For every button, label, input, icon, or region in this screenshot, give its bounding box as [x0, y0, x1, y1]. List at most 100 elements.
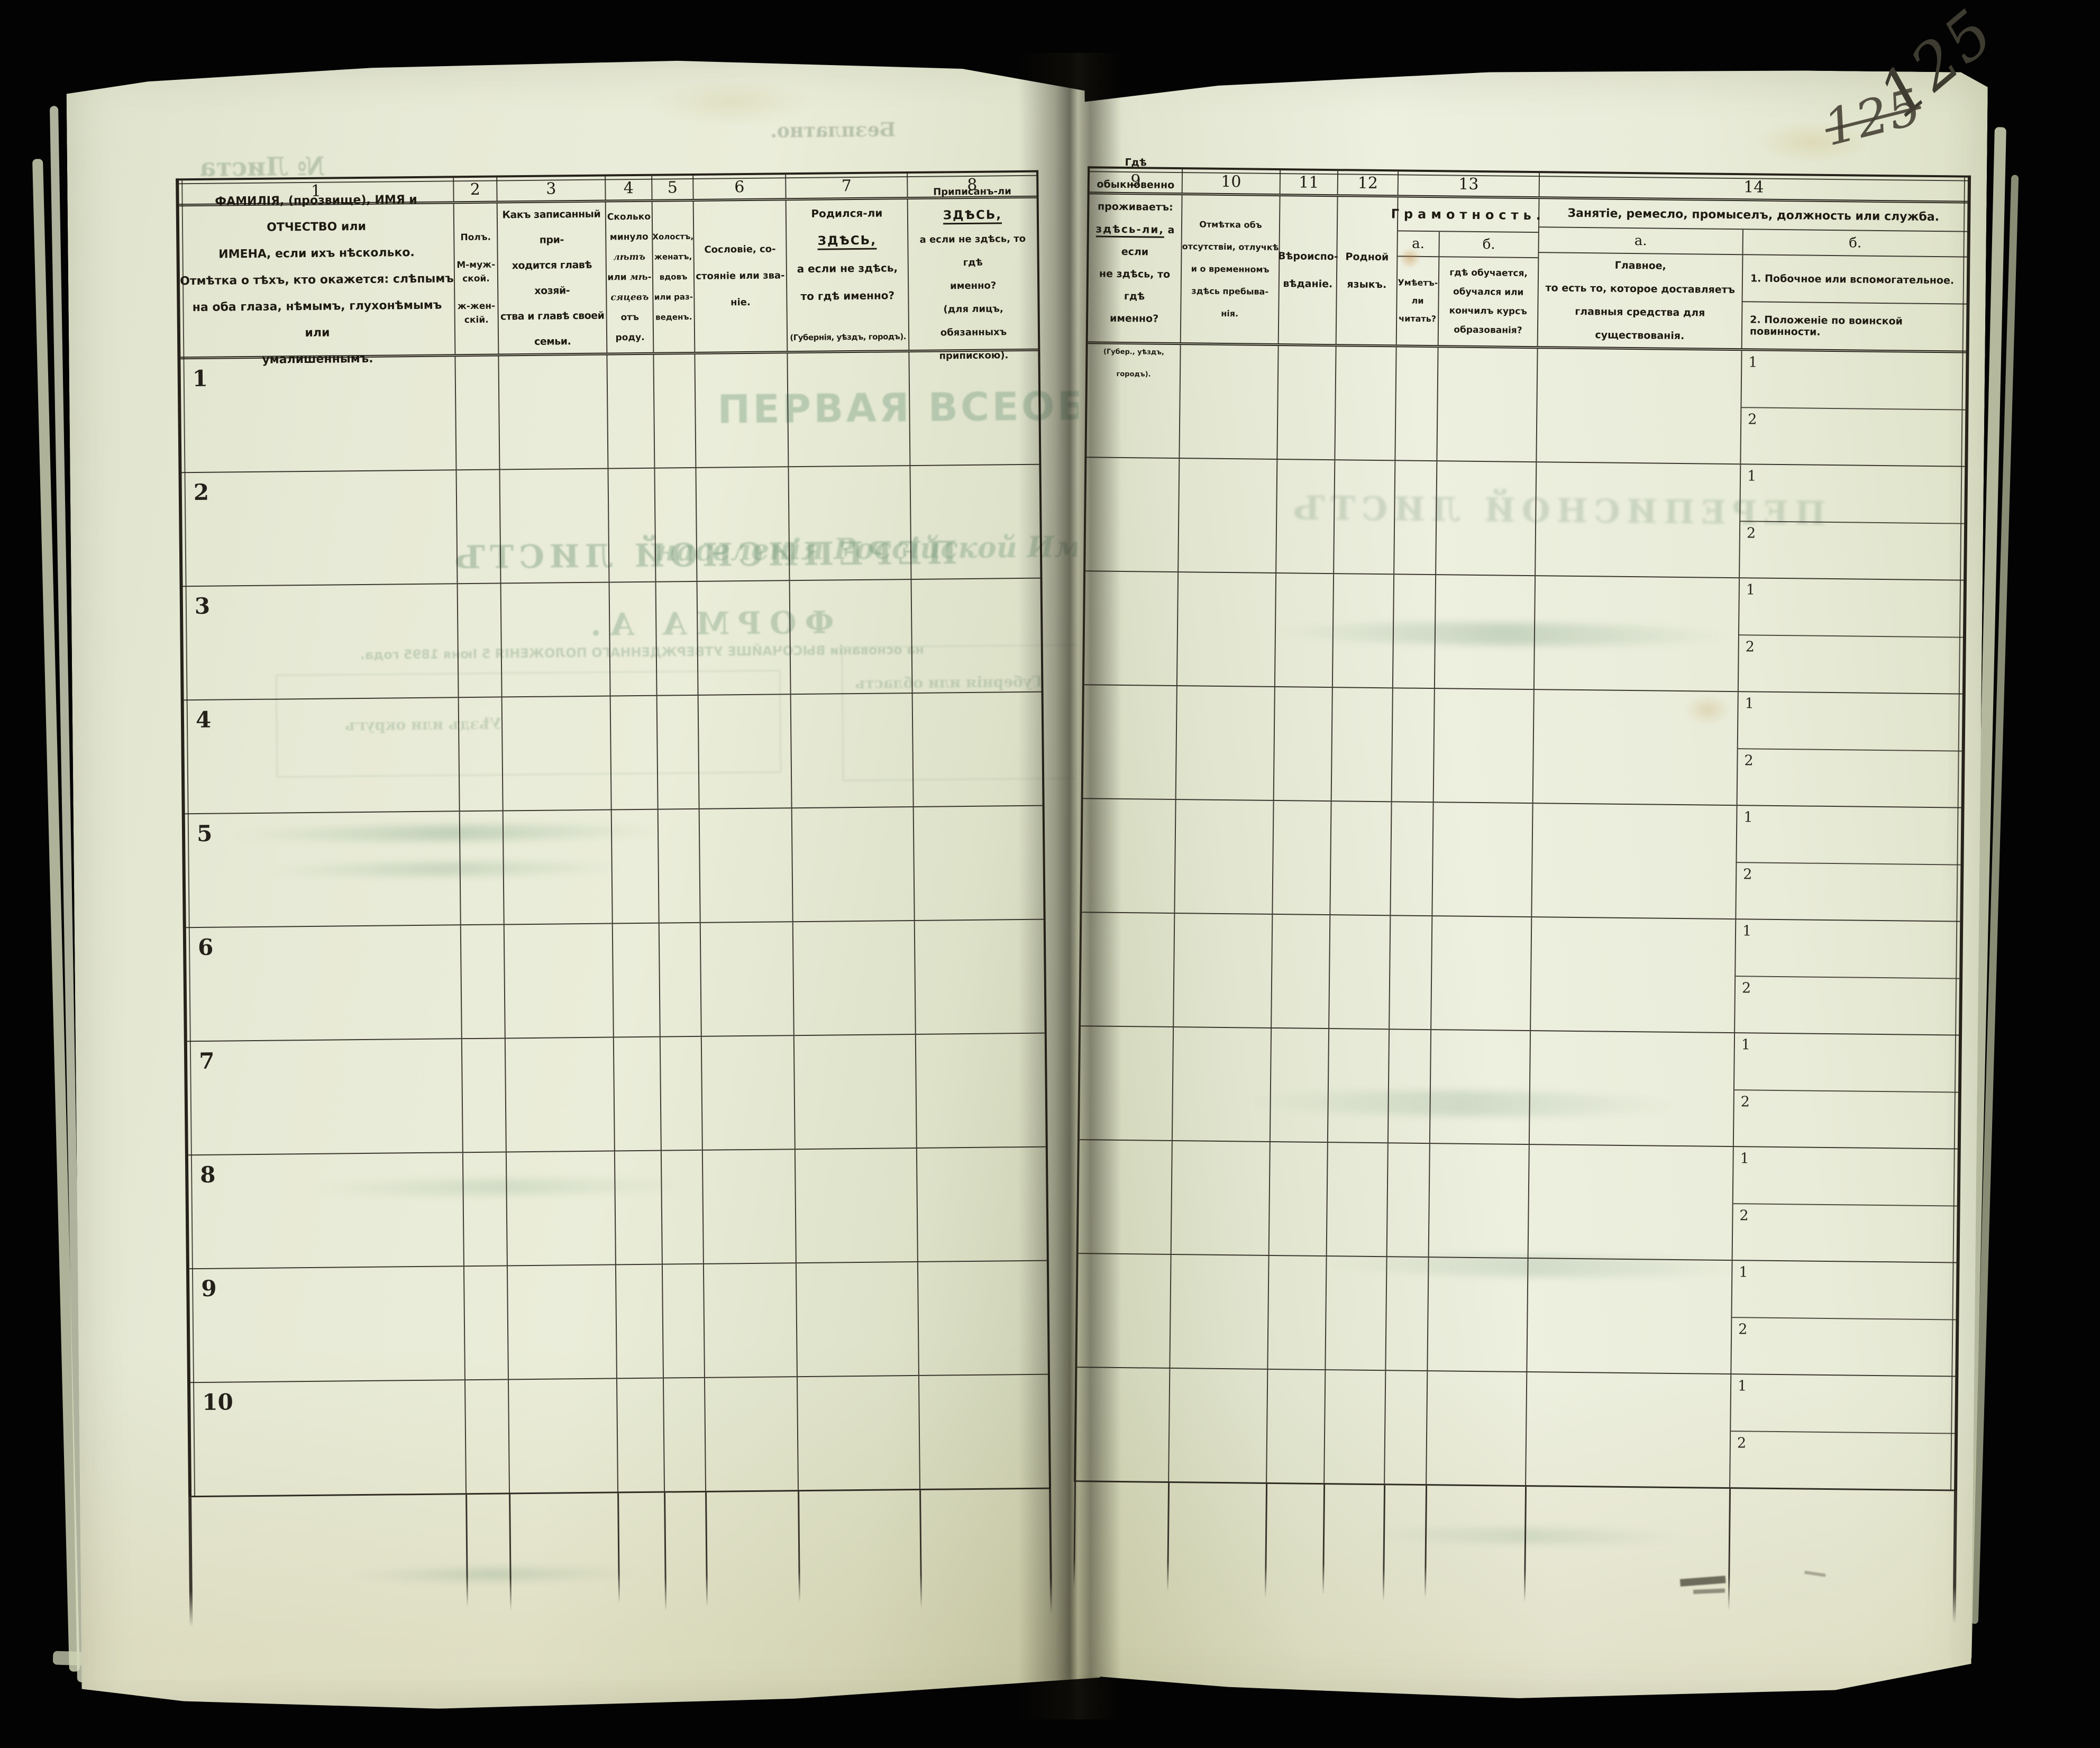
- sub-row-military: 2: [1739, 635, 1963, 694]
- column-number: 10: [1183, 169, 1281, 194]
- row-number-cell: 8: [188, 1153, 464, 1268]
- cell-estate: [703, 1150, 797, 1263]
- line-extension: [919, 1490, 922, 1608]
- header-sex-male: М-муж- ской.: [456, 259, 496, 285]
- header-birthplace-line1: Родился-ли ЗДѢСЬ,: [787, 199, 908, 255]
- cell-relation: [506, 1037, 615, 1151]
- sub-row-secondary: 1: [1731, 1374, 1955, 1434]
- cell-relation: [509, 1379, 618, 1492]
- cell-language: [1335, 347, 1396, 460]
- header-row: Гдѣ обыкновенно проживаетъ: здѣсь-ли, а …: [1088, 194, 1968, 353]
- sub-row-label: 1: [1745, 695, 1754, 712]
- cell-literacy-b: [1434, 689, 1535, 803]
- census-table-right: 9 10 11 12 13 14 Гдѣ обыкновенно прожива…: [1074, 166, 1971, 1491]
- cell-literacy-a: [1393, 575, 1436, 688]
- cell-estate: [698, 581, 791, 695]
- cell-relation: [503, 696, 612, 810]
- cell-occupation-main: [1535, 576, 1740, 691]
- sub-row-secondary: 1: [1740, 465, 1965, 524]
- row-number-cell: 1: [180, 357, 456, 472]
- cell-absence: [1176, 686, 1275, 800]
- row-number-cell: 10: [190, 1380, 467, 1496]
- cell-occupation-main: [1531, 917, 1736, 1032]
- table-row: 1 2: [1082, 799, 1961, 922]
- ink-scribble: [1693, 1588, 1725, 1594]
- cell-literacy-b: [1436, 461, 1537, 575]
- header-sex-top: Полъ.: [460, 232, 491, 243]
- row-number: 2: [193, 479, 209, 506]
- cell-estate: [704, 1263, 798, 1377]
- line-extension: [1322, 1485, 1325, 1595]
- cell-registration: [910, 465, 1040, 579]
- cell-occupation-secondary: 1 2: [1730, 1374, 1955, 1489]
- row-number-cell: 7: [187, 1039, 463, 1154]
- cell-age: [610, 582, 658, 696]
- line-extension: [798, 1491, 800, 1603]
- table-row: 3: [183, 579, 1042, 701]
- sub-label-b: б.: [1439, 232, 1538, 258]
- cell-estate: [696, 467, 790, 581]
- sub-row-label: 1: [1747, 468, 1757, 485]
- header-residence-top: Гдѣ обыкновенно проживаетъ:: [1097, 156, 1175, 213]
- header-can-read: Умѣетъ- ли читать?: [1398, 277, 1438, 324]
- row-number-cell: 5: [185, 812, 461, 927]
- cell-birthplace: [789, 466, 911, 580]
- cell-residence: [1084, 571, 1179, 685]
- cell-relation: [508, 1265, 617, 1379]
- cell-residence: [1083, 685, 1177, 799]
- cell-birthplace: [798, 1376, 920, 1490]
- header-religion: Вѣроиспо- вѣданіе.: [1279, 196, 1338, 344]
- cell-religion: [1268, 1256, 1327, 1369]
- paper-stain: [1753, 120, 1870, 163]
- table-row: 5: [185, 806, 1044, 928]
- sub-label-a: а.: [1539, 227, 1742, 255]
- row-number: 9: [201, 1275, 217, 1301]
- header-registration-line1: Приписанъ-ли ЗДѢСЬ,: [908, 180, 1037, 229]
- cell-marital: [660, 923, 702, 1036]
- table-row: 1 2: [1076, 1368, 1955, 1491]
- cell-literacy-a: [1387, 1143, 1430, 1257]
- cell-occupation-secondary: 1 2: [1739, 578, 1964, 693]
- cell-language: [1328, 1029, 1390, 1142]
- cell-registration: [909, 351, 1039, 465]
- header-age: Сколько минуло лѣтъ или мѣ- сяцевъ отъ р…: [606, 202, 654, 353]
- table-row: 1: [180, 351, 1039, 474]
- cell-sex: [465, 1380, 510, 1493]
- line-extension: [664, 1493, 666, 1612]
- sub-row-label: 1: [1748, 354, 1758, 371]
- row-number: 5: [196, 820, 213, 847]
- table-row: 6: [186, 920, 1045, 1042]
- cell-religion: [1274, 687, 1333, 800]
- cell-estate: [702, 1036, 796, 1150]
- cell-birthplace: [797, 1262, 919, 1376]
- header-estate: Сословіе, со- стояніе или зва- ніе.: [694, 201, 788, 352]
- sub-row-military: 2: [1731, 1318, 1956, 1376]
- header-sex-female: ж-жен- скій.: [457, 301, 496, 326]
- header-age-end: отъ роду.: [615, 312, 645, 343]
- cell-religion: [1277, 346, 1336, 459]
- header-usual-residence: Гдѣ обыкновенно проживаетъ: здѣсь-ли, а …: [1088, 194, 1183, 342]
- header-native-language: Родной языкъ.: [1337, 197, 1399, 344]
- table-row: 9: [189, 1261, 1048, 1383]
- cell-sex: [458, 584, 503, 697]
- table-row: 1 2: [1080, 1026, 1959, 1149]
- sub-row-secondary: 1: [1739, 578, 1964, 638]
- table-row: 8: [188, 1148, 1047, 1270]
- sub-row-secondary: 1: [1734, 1033, 1959, 1092]
- cell-literacy-a: [1389, 1030, 1431, 1143]
- cell-registration: [913, 693, 1043, 806]
- header-age-line: Сколько минуло: [607, 211, 651, 243]
- sub-row-military: 2: [1738, 749, 1962, 807]
- cell-sex: [456, 470, 501, 583]
- cell-sex: [464, 1266, 509, 1379]
- cell-registration: [918, 1261, 1048, 1375]
- cell-residence: [1081, 913, 1175, 1026]
- cell-marital: [659, 809, 701, 923]
- header-literacy-a: а. Умѣетъ- ли читать?: [1397, 231, 1440, 345]
- cell-occupation-main: [1526, 1372, 1731, 1487]
- cell-language: [1333, 574, 1394, 687]
- cell-age: [608, 469, 656, 582]
- sub-row-label: 1: [1740, 1150, 1749, 1167]
- cell-marital: [656, 582, 699, 695]
- sub-row-label: 2: [1746, 524, 1756, 541]
